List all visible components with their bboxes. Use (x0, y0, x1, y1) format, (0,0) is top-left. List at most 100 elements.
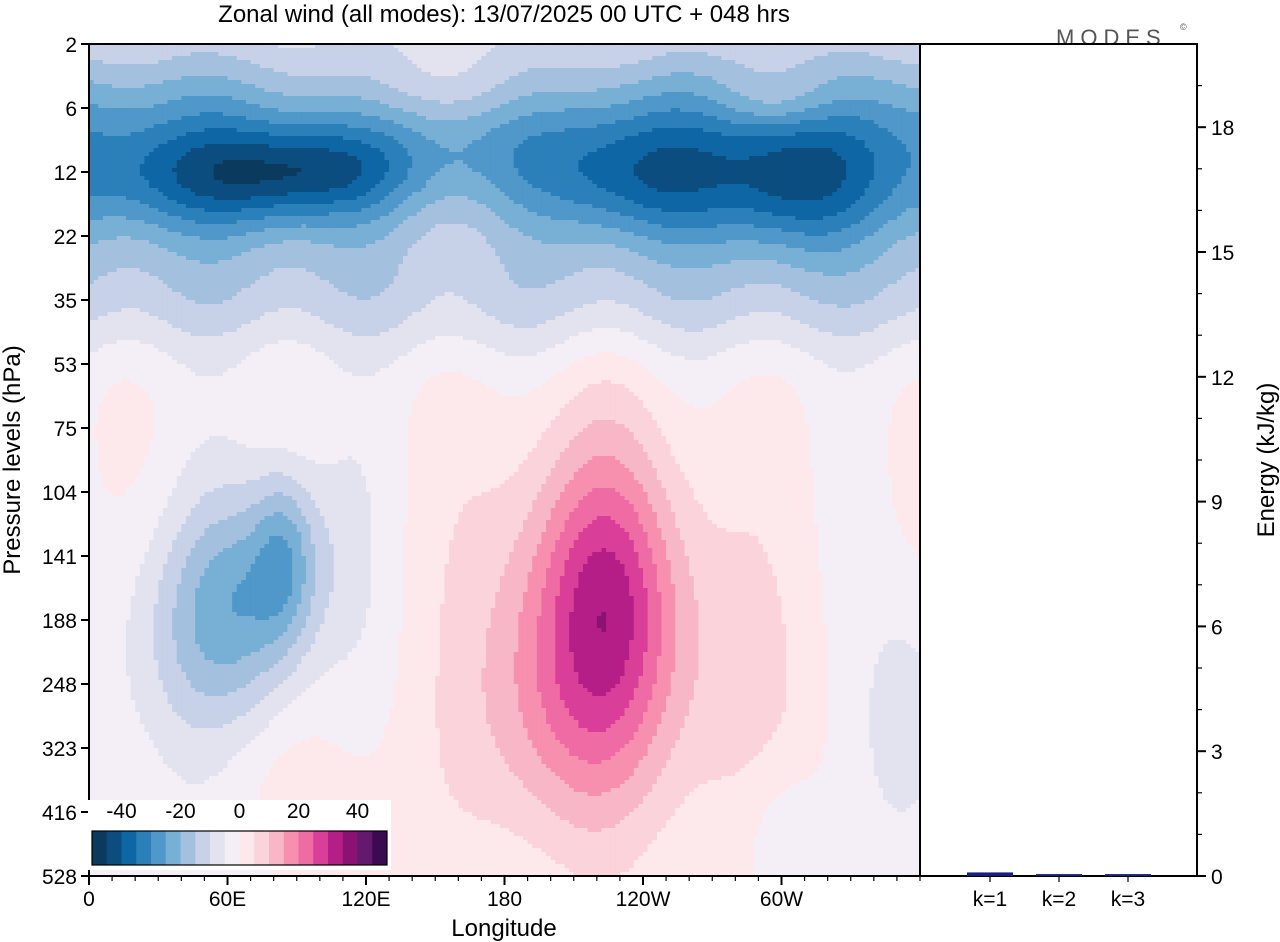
heatmap-cell (703, 128, 708, 133)
heatmap-cell (823, 68, 828, 73)
heatmap-cell (163, 76, 168, 81)
heatmap-cell (204, 128, 209, 133)
heatmap-cell (158, 72, 163, 77)
heatmap-cell (505, 116, 510, 121)
heatmap-cell (324, 80, 329, 85)
heatmap-cell (560, 92, 565, 97)
heatmap-cell (777, 132, 782, 137)
heatmap-cell (721, 124, 726, 129)
heatmap-cell (740, 52, 745, 57)
heatmap-cell (638, 100, 643, 105)
heatmap-cell (578, 108, 583, 113)
heatmap-cell (167, 72, 172, 77)
heatmap-cell (269, 52, 274, 57)
heatmap-cell (181, 92, 186, 97)
heatmap-cell (472, 136, 477, 141)
heatmap-cell (597, 132, 602, 137)
heatmap-cell (223, 132, 228, 137)
heatmap-cell (823, 64, 828, 69)
heatmap-cell (569, 120, 574, 125)
heatmap-cell (791, 92, 796, 97)
heatmap-cell (791, 52, 796, 57)
heatmap-cell (643, 76, 648, 81)
heatmap-cell (791, 48, 796, 53)
heatmap-cell (906, 144, 911, 149)
heatmap-cell (800, 96, 805, 101)
heatmap-cell (523, 92, 528, 97)
heatmap-cell (269, 80, 274, 85)
heatmap-cell (117, 52, 122, 57)
heatmap-cell (823, 48, 828, 53)
heatmap-cell (444, 136, 449, 141)
heatmap-cell (712, 120, 717, 125)
heatmap-cell (694, 92, 699, 97)
heatmap-cell (154, 140, 159, 145)
heatmap-cell (902, 88, 907, 93)
heatmap-cell (103, 60, 108, 65)
heatmap-cell (200, 56, 205, 61)
heatmap-cell (569, 116, 574, 121)
heatmap-cell (237, 60, 242, 65)
heatmap-cell (181, 96, 186, 101)
heatmap-cell (380, 112, 385, 117)
heatmap-cell (292, 108, 297, 113)
heatmap-cell (204, 108, 209, 113)
heatmap-cell (135, 68, 140, 73)
heatmap-cell (606, 84, 611, 89)
heatmap-cell (685, 80, 690, 85)
heatmap-cell (814, 56, 819, 61)
heatmap-cell (440, 96, 445, 101)
heatmap-cell (237, 56, 242, 61)
heatmap-cell (574, 152, 579, 157)
heatmap-cell (375, 112, 380, 117)
heatmap-cell (343, 120, 348, 125)
heatmap-cell (491, 136, 496, 141)
heatmap-cell (209, 112, 214, 117)
heatmap-cell (735, 80, 740, 85)
heatmap-cell (126, 144, 131, 149)
heatmap-cell (749, 124, 754, 129)
heatmap-cell (334, 128, 339, 133)
heatmap-cell (888, 144, 893, 149)
heatmap-cell (828, 96, 833, 101)
heatmap-cell (260, 80, 265, 85)
heatmap-cell (149, 68, 154, 73)
heatmap-cell (131, 116, 136, 121)
heatmap-cell (546, 132, 551, 137)
heatmap-cell (818, 128, 823, 133)
heatmap-cell (172, 112, 177, 117)
heatmap-cell (601, 76, 606, 81)
heatmap-cell (200, 52, 205, 57)
heatmap-cell (500, 80, 505, 85)
heatmap-cell (846, 128, 851, 133)
heatmap-cell (601, 88, 606, 93)
heatmap-cell (680, 92, 685, 97)
heatmap-cell (154, 84, 159, 89)
heatmap-cell (98, 124, 103, 129)
heatmap-cell (486, 52, 491, 57)
heatmap-cell (375, 72, 380, 77)
heatmap-cell (209, 56, 214, 61)
heatmap-cell (444, 96, 449, 101)
heatmap-cell (689, 136, 694, 141)
heatmap-cell (754, 64, 759, 69)
heatmap-cell (306, 144, 311, 149)
heatmap-cell (500, 88, 505, 93)
heatmap-cell (786, 120, 791, 125)
heatmap-cell (574, 116, 579, 121)
heatmap-cell (805, 64, 810, 69)
heatmap-cell (768, 76, 773, 81)
heatmap-cell (204, 88, 209, 93)
heatmap-cell (883, 144, 888, 149)
heatmap-cell (615, 148, 620, 153)
heatmap-cell (763, 68, 768, 73)
heatmap-cell (186, 84, 191, 89)
heatmap-cell (408, 64, 413, 69)
heatmap-cell (384, 80, 389, 85)
heatmap-cell (204, 144, 209, 149)
heatmap-cell (685, 52, 690, 57)
heatmap-cell (218, 120, 223, 125)
heatmap-cell (869, 72, 874, 77)
heatmap-cell (698, 84, 703, 89)
heatmap-cell (837, 136, 842, 141)
